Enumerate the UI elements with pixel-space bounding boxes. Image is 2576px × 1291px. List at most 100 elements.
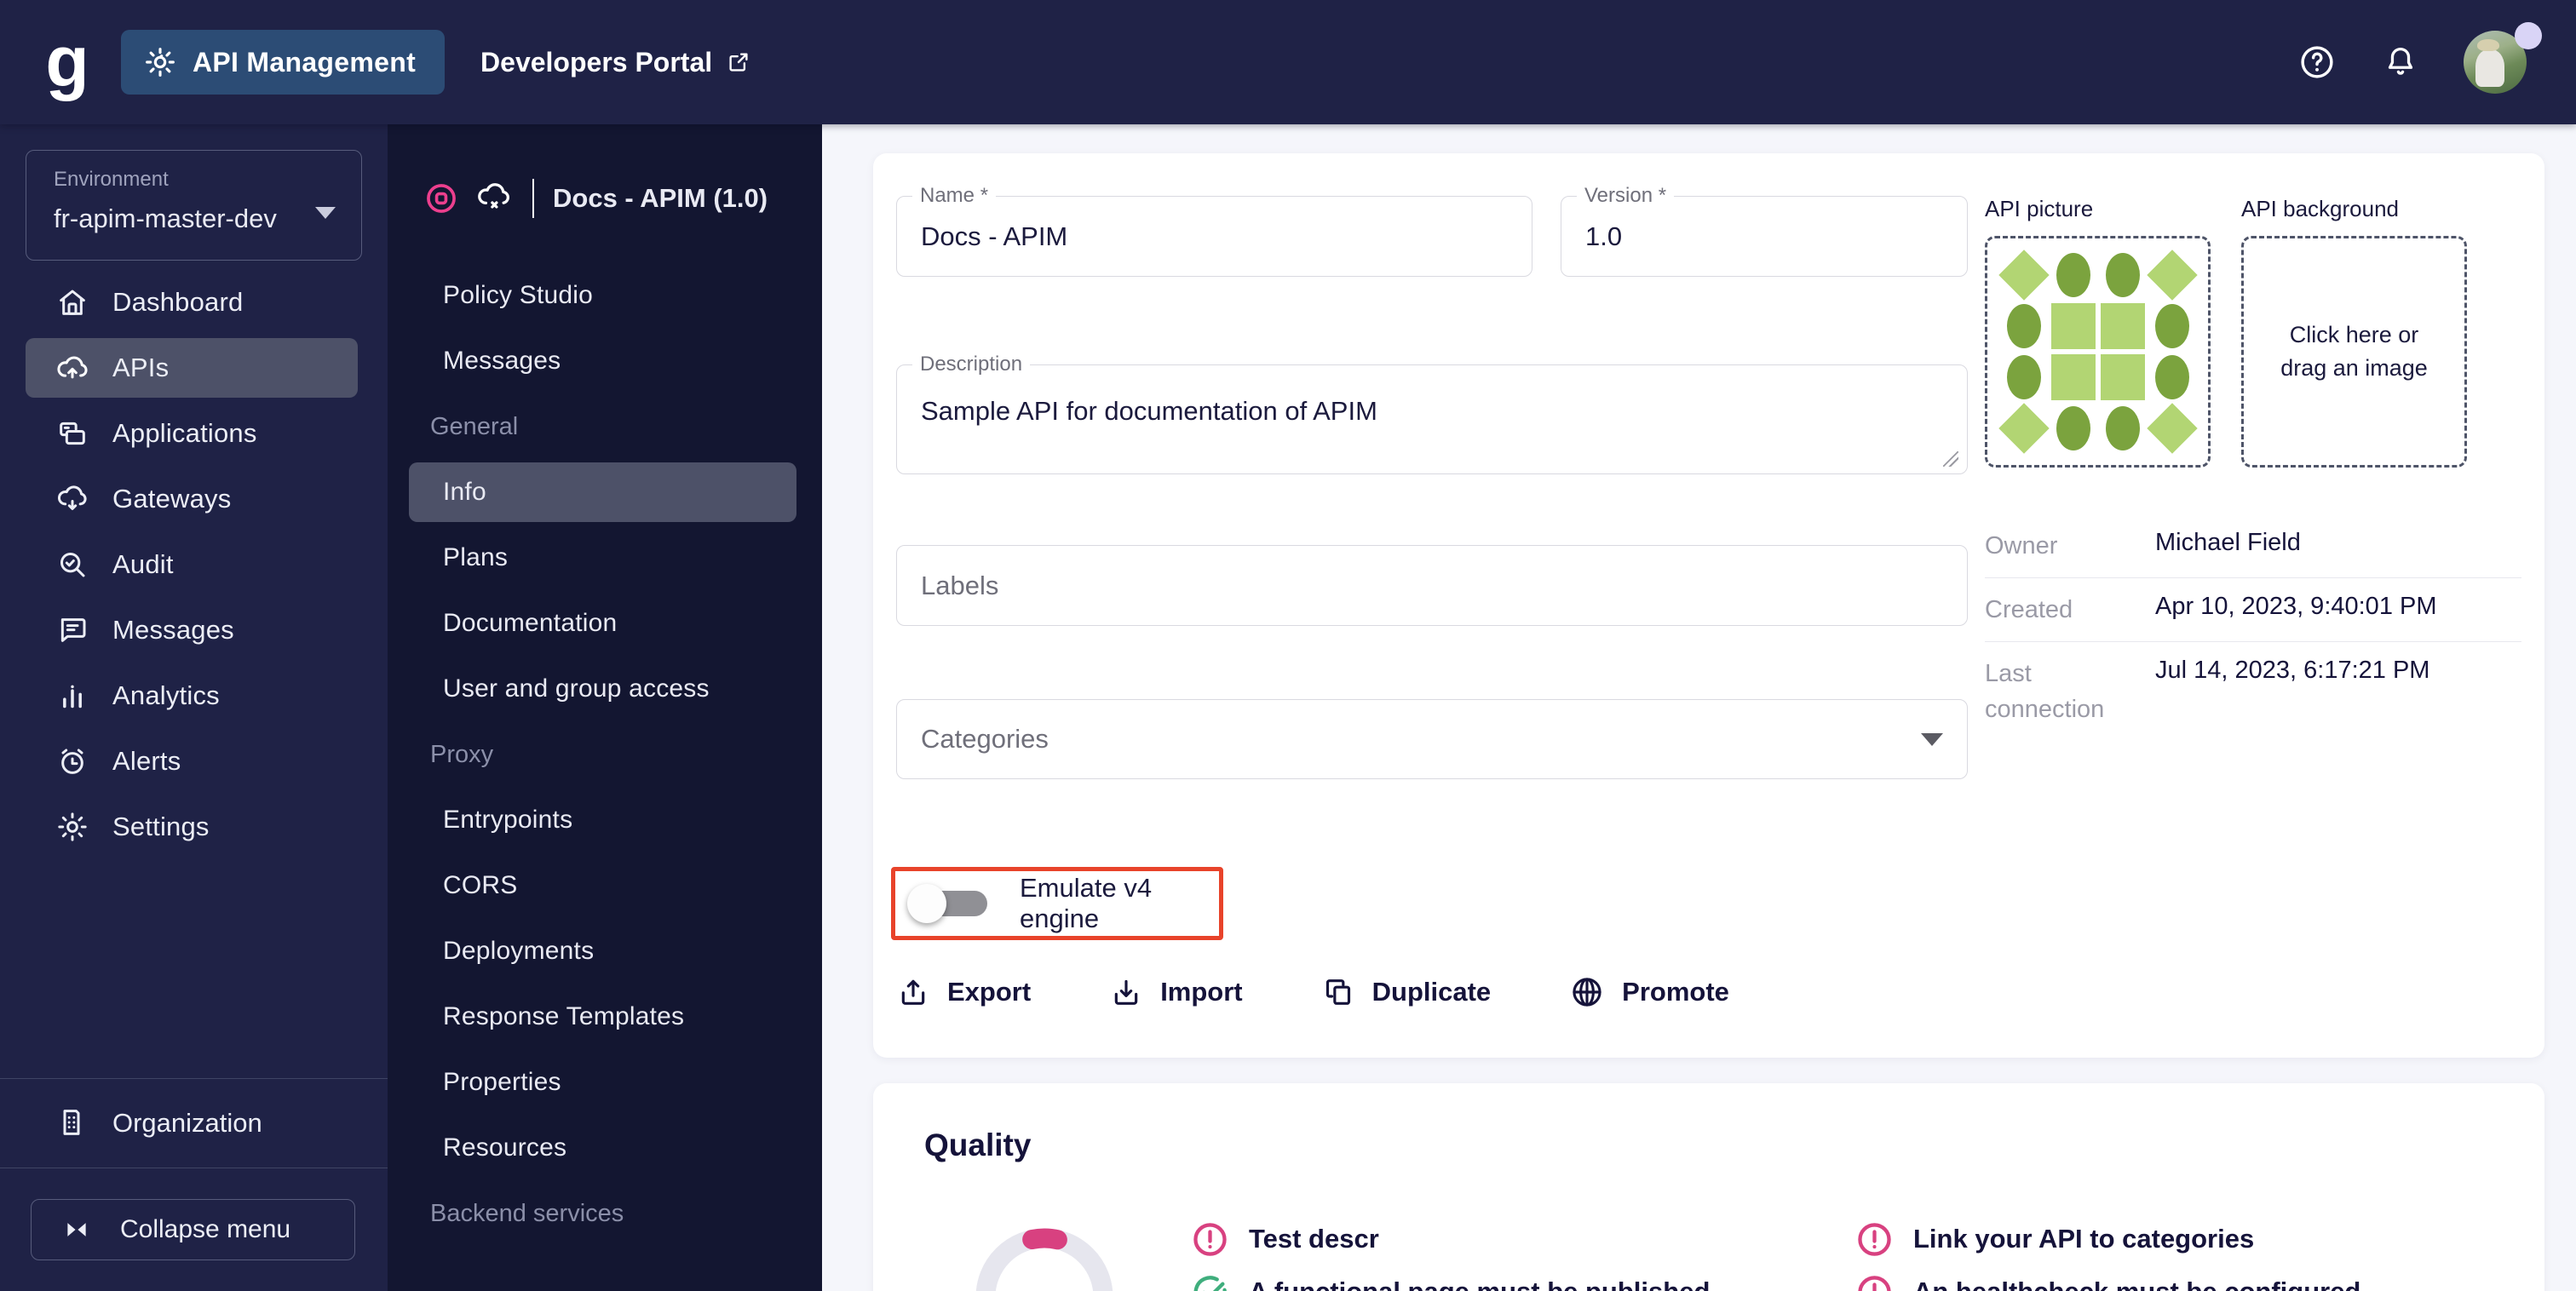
- api-nav-cors[interactable]: CORS: [443, 871, 518, 899]
- api-nav-documentation[interactable]: Documentation: [443, 609, 618, 637]
- api-nav: Policy Studio Messages General Info Plan…: [388, 266, 822, 1249]
- quality-title: Quality: [924, 1127, 1032, 1162]
- api-form: Name * Version * Description Sample API …: [891, 184, 1968, 1058]
- main-sidebar: Environment fr-apim-master-dev Dashboard: [0, 124, 388, 1291]
- developers-portal-link[interactable]: Developers Portal: [480, 47, 751, 78]
- portal-link-label: Developers Portal: [480, 46, 713, 77]
- bell-icon: [2382, 43, 2419, 81]
- avatar-status-badge: [2515, 22, 2542, 49]
- api-sidebar: Docs - APIM (1.0) Policy Studio Messages…: [388, 124, 822, 1291]
- api-nav-properties[interactable]: Properties: [443, 1068, 561, 1096]
- description-field[interactable]: Description Sample API for documentation…: [896, 353, 1968, 474]
- sidebar-item-alerts[interactable]: Alerts: [26, 732, 358, 791]
- api-nav-info[interactable]: Info: [409, 462, 796, 522]
- sidebar-item-gateways[interactable]: Gateways: [26, 469, 358, 529]
- user-avatar[interactable]: [2464, 22, 2542, 94]
- quality-item[interactable]: Link your API to categories: [1854, 1218, 2360, 1260]
- api-nav-resources[interactable]: Resources: [443, 1133, 567, 1162]
- info-row-owner: Owner Michael Field: [1985, 529, 2301, 559]
- sidebar-item-dashboard[interactable]: Dashboard: [26, 273, 358, 332]
- avatar-photo: [2464, 31, 2527, 94]
- resize-grip-icon[interactable]: [1943, 451, 1958, 467]
- topbar-right-cluster: [2297, 0, 2542, 124]
- sidebar-item-apis[interactable]: APIs: [26, 338, 358, 398]
- api-picture-pattern: [1987, 238, 2208, 465]
- quality-card: Quality Test descr: [873, 1083, 2544, 1291]
- duplicate-button[interactable]: Duplicate: [1321, 975, 1491, 1009]
- emulate-v4-highlight-box: Emulate v4 engine: [891, 867, 1223, 940]
- api-nav-user-group-access[interactable]: User and group access: [443, 674, 710, 703]
- quality-score-ring: [969, 1221, 1120, 1291]
- collapse-menu-button[interactable]: Collapse menu: [31, 1199, 355, 1260]
- api-background-label: API background: [2241, 196, 2400, 221]
- environment-label: Environment: [54, 168, 169, 191]
- export-button[interactable]: Export: [896, 975, 1031, 1009]
- import-icon: [1109, 975, 1143, 1009]
- name-input[interactable]: [897, 197, 1532, 276]
- help-button[interactable]: [2297, 42, 2337, 83]
- applications-icon: [55, 416, 90, 451]
- collapse-icon: [62, 1215, 91, 1244]
- api-nav-section-backend-services: Backend services: [430, 1199, 624, 1227]
- api-nav-messages[interactable]: Messages: [443, 347, 561, 375]
- quality-item[interactable]: Test descr: [1190, 1218, 1710, 1260]
- toggle-knob: [907, 884, 946, 923]
- description-input[interactable]: Sample API for documentation of APIM: [897, 365, 1967, 473]
- api-picture-dropzone[interactable]: [1985, 236, 2211, 468]
- sidebar-item-applications[interactable]: Applications: [26, 404, 358, 463]
- header-divider: [532, 179, 534, 218]
- api-header: Docs - APIM (1.0): [423, 179, 822, 218]
- sidebar-divider: [0, 1078, 388, 1079]
- main-nav: Dashboard APIs: [0, 273, 388, 863]
- sidebar-item-settings[interactable]: Settings: [26, 797, 358, 857]
- gravitee-logo[interactable]: g: [45, 21, 89, 102]
- duplicate-icon: [1321, 975, 1355, 1009]
- sidebar-item-audit[interactable]: Audit: [26, 535, 358, 594]
- labels-input[interactable]: [897, 546, 1967, 625]
- api-actions: Export Import: [896, 974, 1968, 1010]
- version-field[interactable]: Version *: [1561, 184, 1968, 277]
- chevron-down-icon: [1921, 732, 1943, 746]
- api-info-table: Owner Michael Field Created Apr 10, 2023…: [1985, 514, 2521, 741]
- api-state-record-icon: [423, 181, 459, 216]
- api-nav-plans[interactable]: Plans: [443, 543, 509, 571]
- sidebar-item-analytics[interactable]: Analytics: [26, 666, 358, 726]
- version-input[interactable]: [1561, 197, 1967, 276]
- quality-item[interactable]: A functional page must be published: [1190, 1271, 1710, 1291]
- environment-select[interactable]: Environment fr-apim-master-dev: [26, 150, 362, 261]
- quality-item[interactable]: An healthcheck must be configured: [1854, 1271, 2360, 1291]
- sidebar-item-messages[interactable]: Messages: [26, 600, 358, 660]
- labels-field[interactable]: [896, 545, 1968, 626]
- api-background-dropzone[interactable]: Click here or drag an image: [2241, 236, 2467, 468]
- api-nav-deployments[interactable]: Deployments: [443, 937, 595, 965]
- chevron-down-icon: [315, 207, 336, 219]
- audit-search-icon: [55, 547, 90, 582]
- alarm-icon: [55, 743, 90, 779]
- name-field[interactable]: Name *: [896, 184, 1532, 277]
- api-nav-section-proxy: Proxy: [430, 740, 494, 768]
- emulate-v4-toggle[interactable]: [907, 877, 1001, 930]
- api-picture-label: API picture: [1985, 196, 2094, 221]
- api-management-button[interactable]: API Management: [121, 30, 446, 95]
- main-content: Name * Version * Description Sample API …: [822, 124, 2576, 1291]
- notifications-button[interactable]: [2380, 42, 2421, 83]
- api-nav-entrypoints[interactable]: Entrypoints: [443, 806, 573, 834]
- description-field-label: Description: [912, 353, 1031, 376]
- sidebar-item-organization[interactable]: Organization: [0, 1079, 388, 1168]
- import-button[interactable]: Import: [1109, 975, 1243, 1009]
- api-nav-response-templates[interactable]: Response Templates: [443, 1002, 685, 1030]
- categories-placeholder: Categories: [921, 724, 1049, 754]
- cloud-upload-icon: [55, 350, 90, 386]
- bar-chart-icon: [55, 678, 90, 714]
- app-button-label: API Management: [193, 46, 417, 77]
- categories-select[interactable]: Categories: [896, 699, 1968, 779]
- promote-button[interactable]: Promote: [1569, 974, 1729, 1010]
- logo-letter: g: [45, 21, 89, 102]
- gear-icon: [55, 809, 90, 845]
- api-nav-policy-studio[interactable]: Policy Studio: [443, 281, 594, 309]
- cloud-gateway-icon: [55, 481, 90, 517]
- info-row-created: Created Apr 10, 2023, 9:40:01 PM: [1985, 577, 2521, 641]
- export-icon: [896, 975, 930, 1009]
- check-icon: [1190, 1272, 1230, 1291]
